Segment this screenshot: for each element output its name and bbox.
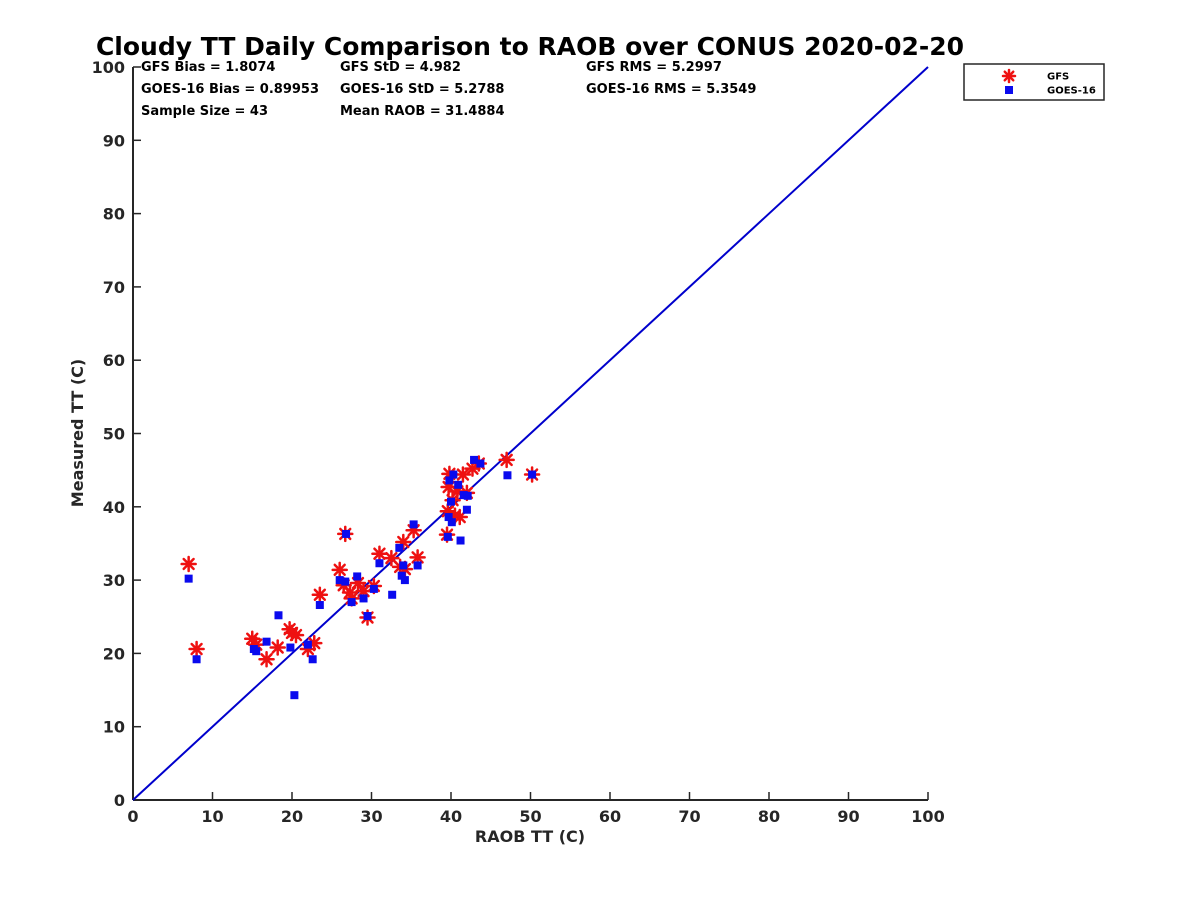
goes16-point xyxy=(286,643,295,652)
y-tick-label: 50 xyxy=(103,425,125,444)
goes16-point xyxy=(445,476,454,485)
gfs-point xyxy=(287,626,305,644)
goes16-point xyxy=(395,543,404,552)
x-tick-label: 30 xyxy=(360,807,382,826)
gfs-point xyxy=(269,639,286,656)
y-tick-label: 10 xyxy=(103,718,125,737)
goes16-point xyxy=(388,590,397,599)
x-tick-label: 60 xyxy=(599,807,621,826)
y-tick-label: 30 xyxy=(103,571,125,590)
gfs-point xyxy=(180,555,197,573)
gfs-point xyxy=(258,651,275,668)
legend-goes16-marker xyxy=(1005,86,1013,94)
goes16-point xyxy=(454,480,463,489)
legend: GFS GOES-16 xyxy=(963,63,1105,101)
gfs-point xyxy=(331,561,348,579)
goes16-point xyxy=(400,576,409,585)
chart-title: Cloudy TT Daily Comparison to RAOB over … xyxy=(96,32,964,61)
goes16-point xyxy=(342,529,351,538)
x-tick-label: 70 xyxy=(678,807,700,826)
x-tick-label: 0 xyxy=(127,807,138,826)
gfs-point xyxy=(451,508,468,526)
one-to-one-line xyxy=(132,66,929,801)
gfs-point xyxy=(498,451,515,469)
y-axis-label: Measured TT (C) xyxy=(68,359,87,507)
gfs-point xyxy=(371,545,388,562)
y-tick-label: 0 xyxy=(114,791,125,810)
x-tick-label: 40 xyxy=(440,807,462,826)
y-tick-label: 70 xyxy=(103,278,125,297)
goes16-point xyxy=(447,518,456,527)
goes16-point xyxy=(409,520,418,529)
goes16-point xyxy=(462,505,471,514)
goes16-point xyxy=(476,459,485,468)
goes16-point xyxy=(444,513,453,522)
stat-text: GOES-16 StD = 5.2788 xyxy=(340,82,504,97)
goes16-point xyxy=(363,612,372,621)
goes16-point xyxy=(347,598,356,607)
x-tick-label: 50 xyxy=(519,807,541,826)
goes16-point xyxy=(375,559,384,568)
goes16-point xyxy=(369,584,378,593)
x-axis-label: RAOB TT (C) xyxy=(475,827,585,846)
goes16-point xyxy=(184,574,193,583)
goes16-point xyxy=(503,471,512,480)
goes16-point xyxy=(359,594,368,603)
goes16-point xyxy=(397,571,406,580)
legend-label: GOES-16 xyxy=(1047,86,1096,97)
x-tick-label: 20 xyxy=(281,807,303,826)
stats-annotations: GFS Bias = 1.8074 GFS StD = 4.982 GFS RMS … xyxy=(141,60,756,119)
reference-line xyxy=(132,66,929,801)
goes16-point xyxy=(335,576,344,585)
goes16-point xyxy=(308,655,317,664)
goes16-point xyxy=(470,455,479,464)
goes16-point xyxy=(290,691,299,700)
stat-text: GOES-16 RMS = 5.3549 xyxy=(586,82,756,97)
goes16-point xyxy=(262,637,271,646)
goes16-point xyxy=(449,470,458,479)
goes16-point xyxy=(413,561,422,570)
stat-text: Sample Size = 43 xyxy=(141,104,268,119)
y-tick-label: 60 xyxy=(103,351,125,370)
stat-text: Mean RAOB = 31.4884 xyxy=(340,104,505,119)
goes16-point xyxy=(252,647,261,656)
gfs-point xyxy=(188,640,205,658)
y-tick-label: 100 xyxy=(92,58,125,77)
legend-label: GFS xyxy=(1047,72,1069,83)
x-tick-label: 80 xyxy=(758,807,780,826)
goes16-point xyxy=(447,497,455,506)
y-tick-label: 40 xyxy=(103,498,125,517)
goes16-point xyxy=(192,655,201,664)
x-tick-label: 10 xyxy=(201,807,223,826)
goes16-point xyxy=(399,561,408,570)
stat-text: GFS Bias = 1.8074 xyxy=(141,60,275,75)
goes16-point xyxy=(443,532,452,541)
goes16-point xyxy=(315,601,324,610)
stat-text: GFS RMS = 5.2997 xyxy=(586,60,722,75)
gfs-point xyxy=(311,586,329,604)
goes16-point xyxy=(456,536,465,545)
goes16-point xyxy=(274,611,283,620)
goes16-point xyxy=(463,491,472,500)
goes16-point xyxy=(528,470,537,479)
goes16-point xyxy=(341,577,350,586)
legend-gfs-marker xyxy=(1001,68,1017,84)
y-tick-label: 20 xyxy=(103,644,125,663)
x-tick-label: 100 xyxy=(911,807,944,826)
y-tick-label: 80 xyxy=(103,205,125,224)
plot-axes: 0 10 20 30 40 50 60 70 80 90 100 0 10 20 30 40 50 60 70 80 9… xyxy=(92,58,945,826)
y-tick-label: 90 xyxy=(103,131,125,150)
legend-box xyxy=(963,63,1105,101)
goes16-point xyxy=(353,572,362,581)
x-tick-label: 90 xyxy=(837,807,859,826)
stat-text: GFS StD = 4.982 xyxy=(340,60,461,75)
goes16-point xyxy=(303,640,312,649)
data-points xyxy=(180,451,541,700)
stat-text: GOES-16 Bias = 0.89953 xyxy=(141,82,319,97)
